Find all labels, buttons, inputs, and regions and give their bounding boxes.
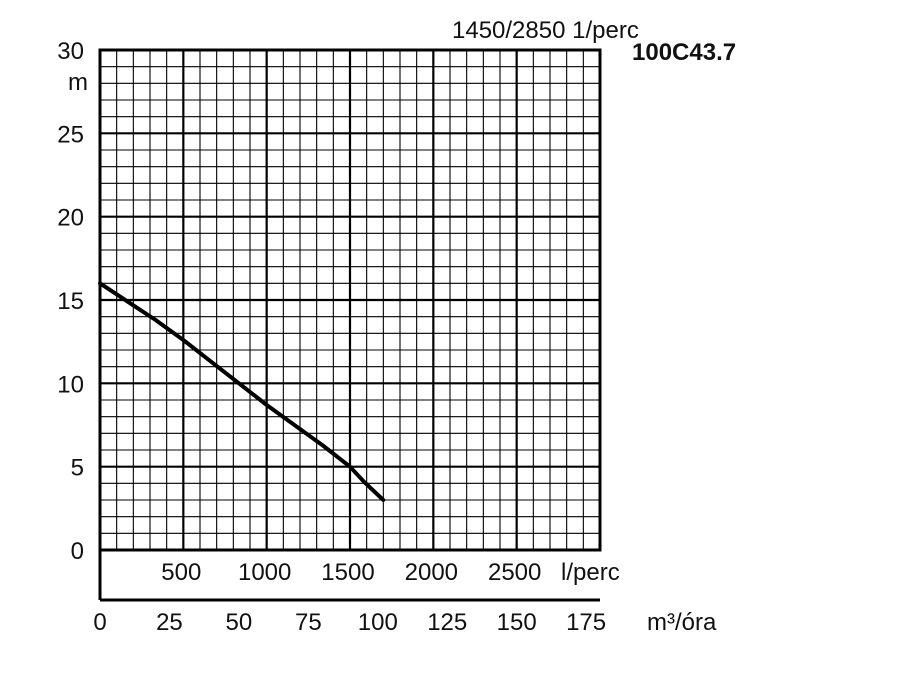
y-tick-label: 10	[57, 371, 84, 398]
plot-frame	[98, 48, 602, 552]
y-tick-label: 30	[57, 38, 84, 65]
x-m3h-tick-label: 150	[497, 609, 537, 636]
speed-header-label: 1450/2850 1/perc	[452, 17, 639, 44]
x-lpm-tick-label: 2500	[488, 559, 541, 586]
chart-grid	[100, 50, 600, 550]
y-tick-label: 15	[57, 288, 84, 315]
chart-frames	[98, 48, 602, 602]
x-m3h-tick-label: 75	[295, 609, 322, 636]
x-lpm-tick-label: 500	[161, 559, 201, 586]
x-m3h-tick-label: 25	[156, 609, 183, 636]
y-tick-label: 20	[57, 205, 84, 232]
y-unit-label: m	[68, 69, 88, 96]
x-m3h-tick-label: 50	[226, 609, 253, 636]
chart-series	[98, 281, 386, 502]
y-tick-label: 0	[71, 538, 84, 565]
x-lpm-tick-label: 1500	[321, 559, 374, 586]
x-lpm-tick-label: 1000	[238, 559, 291, 586]
pump-curve-line	[98, 281, 386, 502]
x-lpm-unit-label: l/perc	[561, 559, 620, 586]
x-m3h-unit-label: m³/óra	[647, 609, 717, 636]
chart-labels: 0 5 10 15 20 25 30 m 500 1000 1500 2000 2500 l/perc 0 2…	[57, 17, 736, 636]
x-lpm-tick-label: 2000	[405, 559, 458, 586]
x-m3h-tick-label: 100	[358, 609, 398, 636]
model-label: 100C43.7	[632, 39, 736, 66]
x-m3h-tick-label: 125	[427, 609, 467, 636]
y-tick-label: 25	[57, 121, 84, 148]
x-m3h-tick-label: 175	[566, 609, 606, 636]
y-tick-label: 5	[71, 455, 84, 482]
x-m3h-tick-label: 0	[93, 609, 106, 636]
